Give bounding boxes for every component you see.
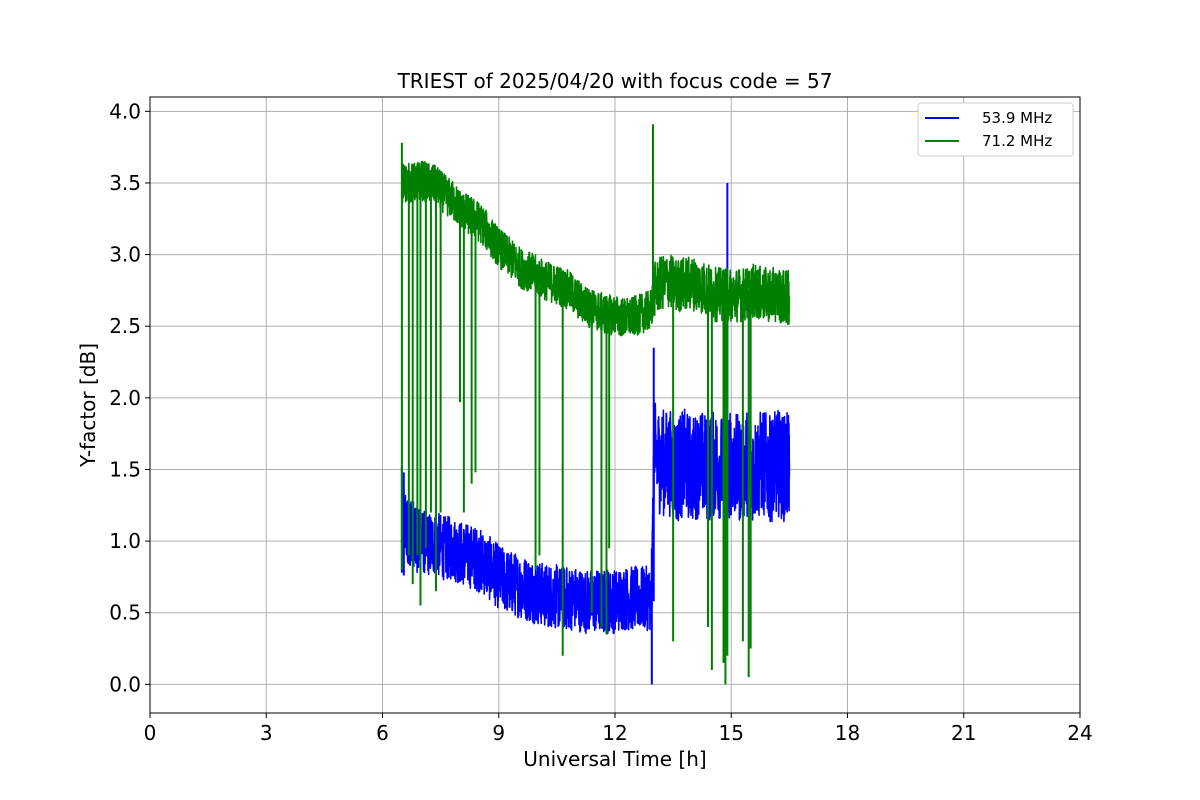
x-tick-label: 3 bbox=[260, 721, 273, 745]
y-axis-label: Y-factor [dB] bbox=[76, 343, 100, 468]
y-tick-label: 4.0 bbox=[109, 99, 141, 123]
y-tick-label: 0.0 bbox=[109, 672, 141, 696]
x-tick-label: 0 bbox=[144, 721, 157, 745]
legend: 53.9 MHz 71.2 MHz bbox=[917, 102, 1074, 157]
y-tick-label: 1.5 bbox=[109, 457, 141, 481]
legend-label-53-9-mhz: 53.9 MHz bbox=[982, 109, 1052, 127]
legend-label-71-2-mhz: 71.2 MHz bbox=[982, 132, 1052, 150]
x-axis-ticks: 0 3 6 9 12 15 18 21 24 bbox=[144, 713, 1093, 745]
y-tick-label: 2.0 bbox=[109, 386, 141, 410]
series-layer bbox=[400, 124, 791, 685]
x-tick-label: 9 bbox=[492, 721, 505, 745]
x-tick-label: 6 bbox=[376, 721, 389, 745]
x-tick-label: 21 bbox=[951, 721, 976, 745]
legend-box bbox=[917, 102, 1074, 157]
y-tick-label: 0.5 bbox=[109, 601, 141, 625]
x-axis-label: Universal Time [h] bbox=[523, 747, 706, 771]
y-tick-label: 2.5 bbox=[109, 314, 141, 338]
x-tick-label: 15 bbox=[719, 721, 744, 745]
x-tick-label: 18 bbox=[835, 721, 860, 745]
chart-title: TRIEST of 2025/04/20 with focus code = 5… bbox=[397, 69, 833, 93]
series-71-2-mhz bbox=[400, 124, 791, 685]
y-tick-label: 3.5 bbox=[109, 171, 141, 195]
y-tick-label: 3.0 bbox=[109, 243, 141, 267]
y-axis-ticks: 0.0 0.5 1.0 1.5 2.0 2.5 3.0 3.5 4.0 bbox=[109, 99, 150, 696]
series-line-71-2-mhz bbox=[401, 160, 791, 337]
x-tick-label: 24 bbox=[1067, 721, 1092, 745]
x-tick-label: 12 bbox=[602, 721, 627, 745]
y-tick-label: 1.0 bbox=[109, 529, 141, 553]
